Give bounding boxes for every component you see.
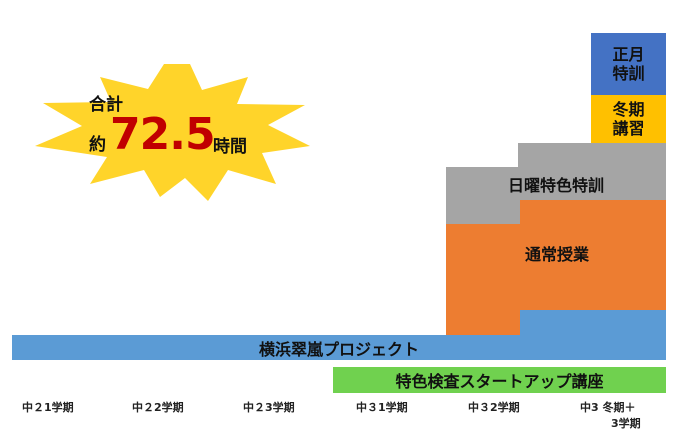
term-label: 中２3学期	[243, 401, 295, 414]
total-label: 合計	[89, 95, 123, 115]
term-label: 中3 冬期＋	[580, 401, 636, 414]
yokohama-project-label: 横浜翠嵐プロジェクト	[258, 339, 419, 359]
winter-course-block: 冬期 講習	[591, 95, 666, 143]
regular-classes-block: 通常授業	[520, 200, 666, 311]
exam-startup-course-bar: 特色検査スタートアップ講座	[333, 367, 666, 393]
regular-classes-label: 通常授業	[524, 244, 589, 264]
new-year-training-block: 正月 特訓	[591, 33, 666, 95]
regular-classes-block-left	[446, 224, 520, 335]
term-label: 中２1学期	[22, 401, 74, 414]
term-label: 中３1学期	[356, 401, 408, 414]
winter-course-label-2: 講習	[612, 119, 645, 138]
new-year-training-label-1: 正月	[612, 45, 645, 64]
hours-unit-label: 時間	[213, 137, 247, 157]
total-hours-starburst	[35, 64, 310, 201]
term-label: 中２2学期	[132, 401, 184, 414]
sunday-training-block-left	[446, 167, 520, 224]
yokohama-project-bar: 横浜翠嵐プロジェクト	[12, 335, 666, 360]
term-label: 3学期	[611, 417, 641, 430]
new-year-training-label-2: 特訓	[612, 64, 645, 83]
approx-label: 約	[89, 135, 106, 155]
term-label: 中３2学期	[468, 401, 520, 414]
sunday-training-block	[518, 143, 666, 200]
exam-startup-course-label: 特色検査スタートアップ講座	[395, 372, 604, 391]
total-hours-number: 72.5	[110, 109, 216, 160]
sunday-training-label: 日曜特色特訓	[507, 176, 604, 195]
winter-course-label-1: 冬期	[612, 100, 645, 119]
